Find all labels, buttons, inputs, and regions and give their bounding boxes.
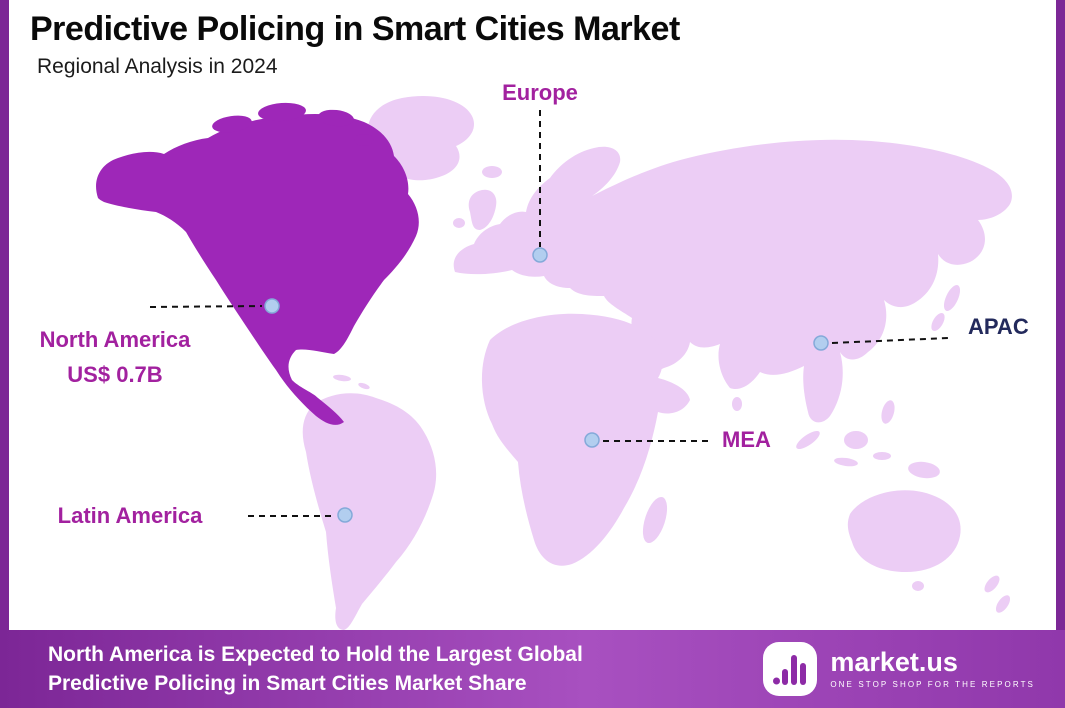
north-america-marker [264,298,280,314]
footer-note-line1: North America is Expected to Hold the La… [48,642,583,666]
location-markers [264,247,829,523]
apac-marker [813,335,829,351]
region-label-north-america: North America US$ 0.7B [10,322,220,392]
north-america-value: US$ 0.7B [67,362,163,388]
right-border-strip [1056,0,1065,708]
left-border-strip [0,0,9,708]
region-label-apac: APAC [968,314,1029,339]
continent-north-america-highlight [96,102,419,425]
logo-bars-icon [763,642,818,696]
region-label-mea: MEA [722,427,771,452]
continent-australia [847,490,961,572]
arctic-islands [212,102,374,146]
continent-north-america [96,114,419,425]
latin-america-marker [337,507,353,523]
mea-marker [584,432,600,448]
page-subtitle: Regional Analysis in 2024 [37,55,278,79]
island-uk [468,189,497,230]
page-title: Predictive Policing in Smart Cities Mark… [30,10,680,48]
brand-logo: market.us ONE STOP SHOP FOR THE REPORTS [763,642,1035,696]
footer-note-line2: Predictive Policing in Smart Cities Mark… [48,672,527,695]
region-label-europe: Europe [502,80,578,105]
north-america-connector-line [149,305,263,308]
brand-name: market.us [830,647,958,677]
north-america-name: North America [39,327,191,352]
region-label-latin-america: Latin America [57,503,203,528]
brand-text: market.us ONE STOP SHOP FOR THE REPORTS [830,647,1035,690]
continent-eurasia [453,139,1012,423]
continent-south-america [302,393,437,630]
europe-marker [532,247,548,263]
header: Predictive Policing in Smart Cities Mark… [30,10,680,79]
connector-lines [149,110,949,517]
continents-base [302,96,1012,630]
brand-tagline: ONE STOP SHOP FOR THE REPORTS [830,680,1035,689]
apac-connector-line [831,337,949,344]
small-islands [333,166,1011,613]
footer-note: North America is Expected to Hold the La… [48,640,583,699]
footer-banner: North America is Expected to Hold the La… [0,630,1065,708]
